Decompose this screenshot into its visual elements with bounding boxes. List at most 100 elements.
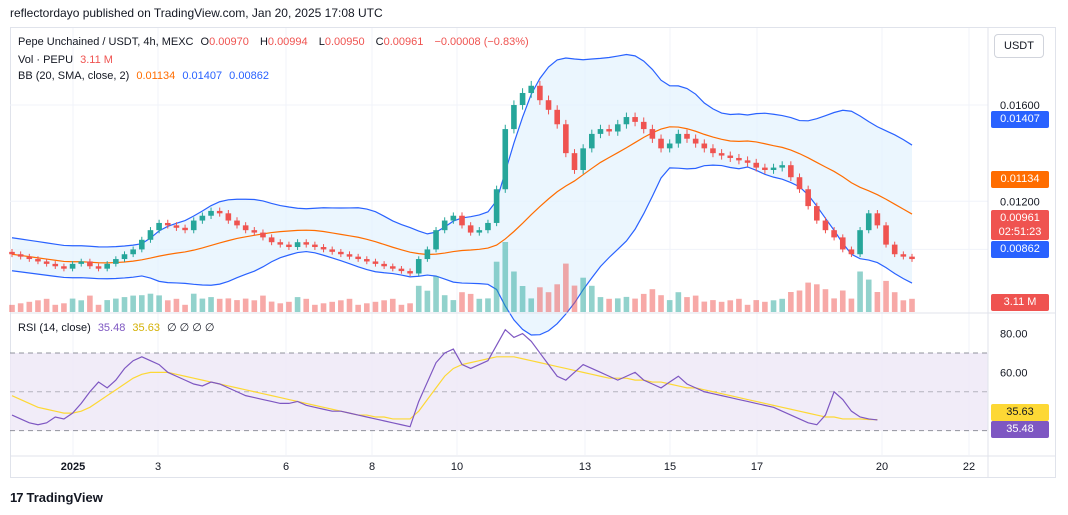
candle-body xyxy=(762,167,768,170)
candle-body xyxy=(355,256,361,260)
volume-bar xyxy=(770,300,777,312)
time-tick-label: 10 xyxy=(451,461,463,473)
candle-body xyxy=(770,167,777,170)
volume-bar xyxy=(208,297,214,312)
candle-body xyxy=(874,213,881,226)
volume-bar xyxy=(424,290,431,312)
currency-button[interactable]: USDT xyxy=(994,34,1044,58)
time-tick-label: 2025 xyxy=(61,461,85,473)
legend-rsi-value: 35.48 xyxy=(97,322,126,334)
volume-bar xyxy=(398,304,405,312)
volume-bar xyxy=(95,304,102,312)
candle-body xyxy=(320,247,327,250)
candle-body xyxy=(164,222,171,226)
volume-bar xyxy=(666,300,673,312)
volume-bar xyxy=(320,303,327,312)
legend-rsi-label: RSI (14, close) xyxy=(18,322,91,334)
volume-bar xyxy=(649,289,656,312)
rsi-ma-badge: 35.63 xyxy=(991,404,1049,421)
volume-bar xyxy=(433,276,439,312)
rsi-badge: 35.48 xyxy=(991,421,1049,438)
volume-bar xyxy=(467,293,474,312)
volume-bar xyxy=(372,301,379,312)
volume-bar xyxy=(753,300,760,312)
volume-bar xyxy=(294,297,301,312)
volume-bar xyxy=(130,295,136,312)
bb-lower-line xyxy=(11,164,913,336)
volume-bar xyxy=(883,280,889,312)
candle-body xyxy=(744,160,751,163)
volume-bar xyxy=(199,298,206,312)
legend-l: 0.00950 xyxy=(324,36,365,48)
time-tick-label: 3 xyxy=(155,461,161,473)
candle-body xyxy=(182,227,188,231)
candlesticks xyxy=(9,80,915,277)
legend-bb-lower: 0.00862 xyxy=(229,70,269,82)
volume-bar xyxy=(857,271,863,312)
legend-h: 0.00994 xyxy=(267,36,308,48)
legend-o-label: O xyxy=(200,36,210,48)
volume-bar xyxy=(597,297,604,312)
volume-bar xyxy=(744,304,751,312)
candle-body xyxy=(381,263,387,267)
volume-bar xyxy=(675,292,682,312)
candle-body xyxy=(822,220,829,231)
bb-basis-line xyxy=(11,126,913,264)
candle-body xyxy=(216,210,223,214)
volume-bar xyxy=(52,304,59,312)
volume-bar xyxy=(139,295,145,312)
candle-body xyxy=(303,242,310,245)
volume-bar xyxy=(260,295,266,312)
volume-bar xyxy=(113,298,119,312)
candle-body xyxy=(329,249,335,252)
volume-bar xyxy=(17,303,24,312)
volume-bar xyxy=(511,271,517,312)
candle-body xyxy=(736,157,742,161)
rsi-panel xyxy=(10,328,988,432)
candle-body xyxy=(718,153,725,156)
legend-bb-label: BB (20, SMA, close, 2) xyxy=(18,70,130,82)
volume-bar xyxy=(762,301,768,312)
candle-body xyxy=(208,210,214,216)
legend-c: 0.00961 xyxy=(383,36,424,48)
candle-body xyxy=(139,239,145,250)
volume-bar xyxy=(242,298,249,312)
volume-bar xyxy=(563,263,569,312)
volume-bar xyxy=(900,300,907,312)
candle-body xyxy=(156,222,162,231)
price-tick-label: 0.01600 xyxy=(1000,100,1040,112)
volume-bar xyxy=(831,298,837,312)
legend-bb-row: BB (20, SMA, close, 2) 0.01134 0.01407 0… xyxy=(18,70,273,82)
candle-body xyxy=(900,254,907,257)
volume-bar xyxy=(606,298,612,312)
volume-bar xyxy=(632,298,638,312)
volume-bar xyxy=(104,300,110,312)
candle-body xyxy=(372,261,379,264)
volume-bar xyxy=(519,286,526,312)
volume-bar xyxy=(658,295,664,312)
candle-body xyxy=(476,230,483,233)
candle-body xyxy=(839,237,846,250)
candle-body xyxy=(571,153,578,170)
candle-body xyxy=(277,242,284,245)
volume-bar xyxy=(580,277,586,312)
candle-body xyxy=(78,261,85,264)
legend-vol: 3.11 M xyxy=(80,54,113,66)
candle-body xyxy=(632,117,638,122)
candle-body xyxy=(121,254,128,260)
volume-bar xyxy=(554,284,560,312)
volume-bar xyxy=(355,304,361,312)
candle-body xyxy=(441,220,448,231)
candle-body xyxy=(398,268,405,272)
time-tick-label: 17 xyxy=(751,461,763,473)
candle-body xyxy=(9,251,15,255)
volume-bar xyxy=(415,285,422,312)
volume-bar xyxy=(9,304,15,312)
price-value: 0.00961 xyxy=(1000,212,1040,224)
candle-body xyxy=(424,249,431,260)
candle-body xyxy=(727,155,734,158)
candle-body xyxy=(831,230,837,238)
legend-rsi-extra: ∅ ∅ ∅ ∅ xyxy=(167,322,215,334)
price-tick-label: 0.01200 xyxy=(1000,196,1040,208)
